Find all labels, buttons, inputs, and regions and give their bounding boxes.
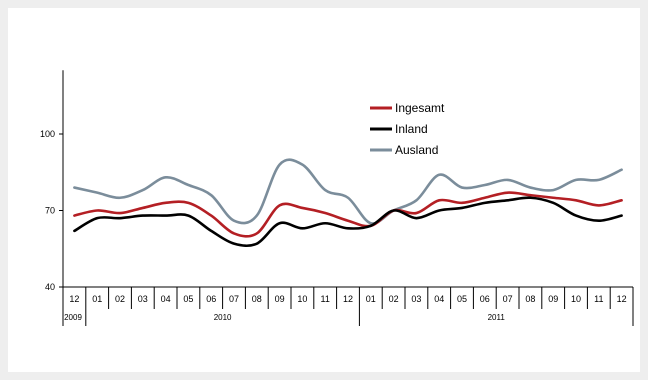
month-label: 01 (92, 294, 102, 304)
month-label: 03 (138, 294, 148, 304)
year-label: 2010 (214, 313, 232, 322)
month-label: 10 (571, 294, 581, 304)
month-label: 01 (366, 294, 376, 304)
month-label: 12 (617, 294, 627, 304)
month-label: 04 (161, 294, 171, 304)
month-label: 07 (503, 294, 513, 304)
year-label: 2011 (488, 313, 506, 322)
month-label: 08 (525, 294, 535, 304)
month-label: 07 (229, 294, 239, 304)
month-label: 09 (548, 294, 558, 304)
y-tick-label: 100 (40, 129, 55, 139)
legend-label-ausland: Ausland (395, 143, 438, 157)
month-label: 08 (252, 294, 262, 304)
month-label: 03 (411, 294, 421, 304)
month-label: 04 (434, 294, 444, 304)
legend-label-inland: Inland (395, 122, 428, 136)
y-tick-label: 40 (45, 282, 55, 292)
month-label: 12 (343, 294, 353, 304)
month-label: 02 (115, 294, 125, 304)
month-label: 09 (275, 294, 285, 304)
legend-label-ingesamt: Ingesamt (395, 101, 445, 115)
series-line-inland (73, 196, 623, 248)
year-label: 2009 (64, 313, 82, 322)
y-tick-label: 70 (45, 206, 55, 216)
month-label: 05 (457, 294, 467, 304)
month-label: 11 (321, 294, 330, 304)
series-line-ausland (73, 158, 623, 225)
series-line-ingesamt (73, 191, 623, 238)
month-label: 06 (480, 294, 490, 304)
month-label: 06 (206, 294, 216, 304)
month-label: 05 (183, 294, 193, 304)
month-label: 10 (297, 294, 307, 304)
month-label: 12 (69, 294, 79, 304)
month-label: 11 (594, 294, 603, 304)
month-label: 02 (389, 294, 399, 304)
